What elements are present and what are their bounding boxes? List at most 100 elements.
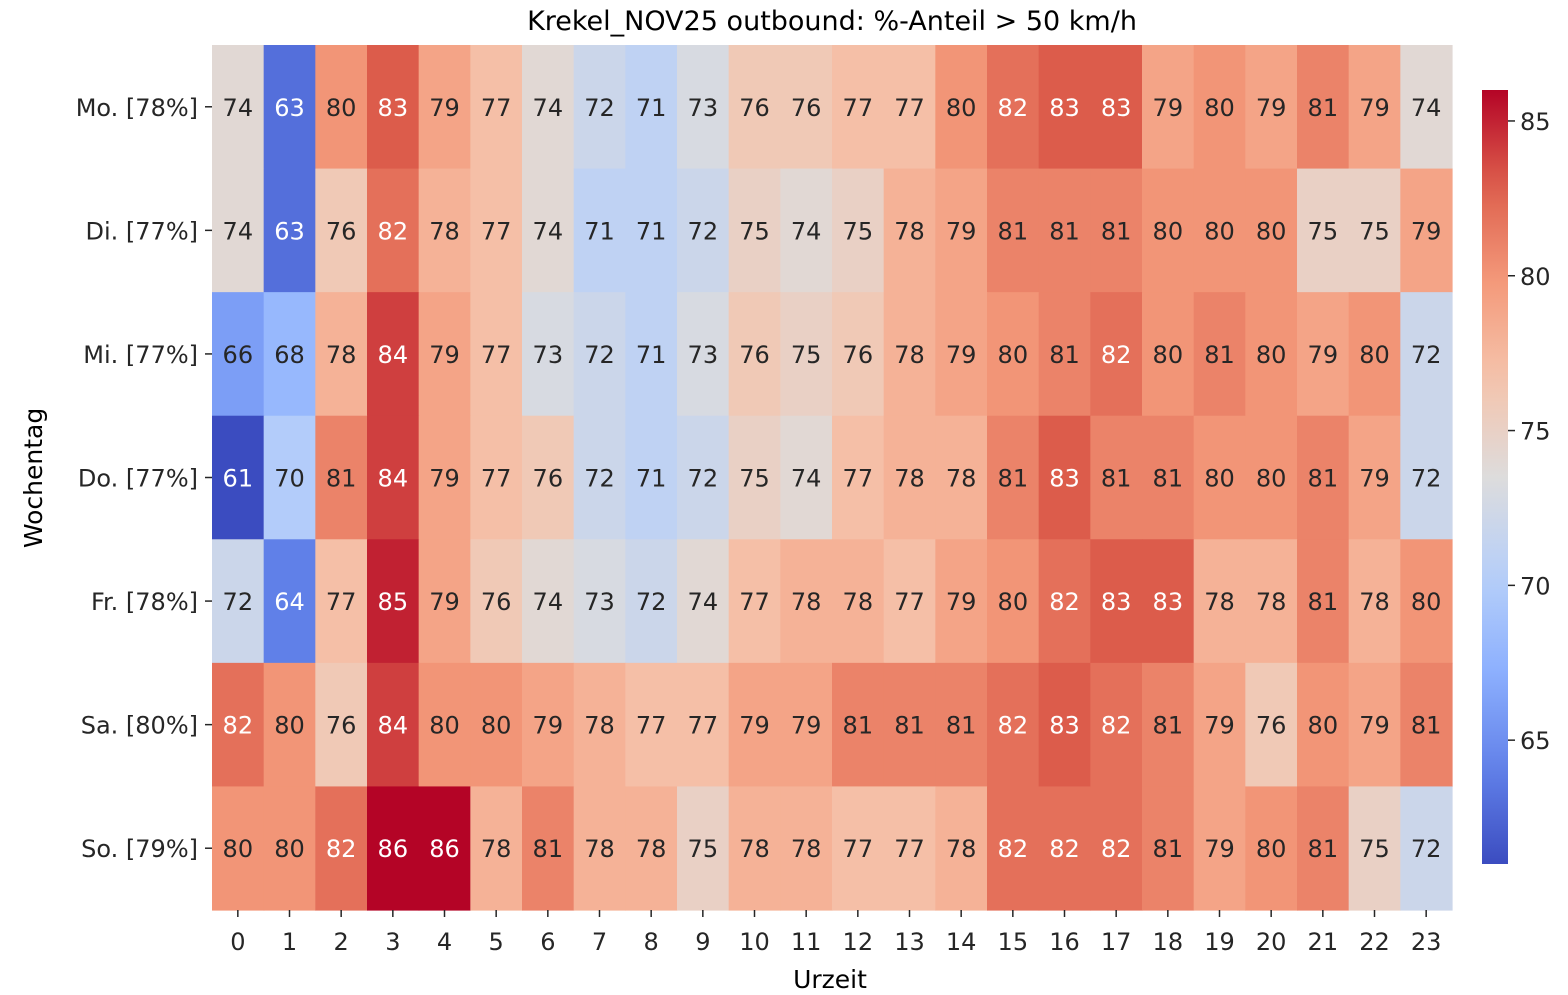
- heatmap-cell: [315, 786, 368, 911]
- cell-value-label: 79: [1256, 94, 1287, 122]
- cell-value-label: 70: [274, 465, 305, 493]
- cell-value-label: 80: [429, 712, 460, 740]
- heatmap-cell: [522, 45, 575, 170]
- heatmap-cell: [1245, 292, 1298, 417]
- x-tick-label: 6: [540, 928, 555, 956]
- heatmap-cell: [883, 539, 936, 664]
- heatmap-cell: [1400, 539, 1453, 664]
- heatmap-cell: [1142, 786, 1195, 911]
- heatmap-cell: [935, 662, 988, 788]
- cell-value-label: 75: [1359, 835, 1390, 863]
- heatmap-cell: [1090, 292, 1143, 417]
- heatmap-cell: [470, 415, 523, 540]
- heatmap-cell: [1193, 45, 1246, 170]
- heatmap-cell: [780, 786, 833, 911]
- x-tick-label: 15: [998, 928, 1029, 956]
- cell-value-label: 78: [429, 217, 460, 245]
- heatmap-cell: [780, 168, 833, 293]
- heatmap-cell: [1297, 662, 1350, 788]
- heatmap-cell: [263, 292, 316, 417]
- cell-value-label: 73: [533, 341, 564, 369]
- cell-value-label: 68: [274, 341, 305, 369]
- heatmap-cell: [1400, 662, 1453, 788]
- cell-value-label: 72: [1411, 835, 1442, 863]
- cell-value-label: 85: [378, 588, 409, 616]
- colorbar-tick-label: 75: [1520, 418, 1551, 446]
- cell-value-label: 80: [1204, 217, 1235, 245]
- cell-value-label: 81: [843, 712, 874, 740]
- cell-value-label: 78: [946, 835, 977, 863]
- cell-value-label: 81: [1411, 712, 1442, 740]
- cell-value-label: 83: [1101, 94, 1132, 122]
- heatmap-cell: [832, 415, 885, 540]
- heatmap-cell: [522, 786, 575, 911]
- cell-value-label: 75: [791, 341, 822, 369]
- heatmap-cell: [263, 415, 316, 540]
- cell-value-label: 80: [946, 94, 977, 122]
- heatmap-cell: [212, 45, 265, 170]
- cell-value-label: 83: [1049, 94, 1080, 122]
- heatmap-cell: [677, 45, 730, 170]
- heatmap-cell: [470, 292, 523, 417]
- heatmap-cell: [315, 539, 368, 664]
- heatmap-cell: [883, 45, 936, 170]
- cell-value-label: 77: [843, 465, 874, 493]
- heatmap-cell: [470, 45, 523, 170]
- heatmap-cell: [1193, 415, 1246, 540]
- cell-value-label: 79: [429, 465, 460, 493]
- heatmap-cell: [780, 662, 833, 788]
- x-tick-label: 12: [843, 928, 874, 956]
- y-axis-label: Wochentag: [19, 408, 48, 548]
- cell-value-label: 81: [1153, 835, 1184, 863]
- heatmap-cell: [935, 539, 988, 664]
- x-tick-label: 11: [791, 928, 822, 956]
- cell-value-label: 82: [1049, 588, 1080, 616]
- heatmap-cell: [367, 662, 420, 788]
- heatmap-cell: [1348, 662, 1401, 788]
- cell-value-label: 72: [1411, 465, 1442, 493]
- cell-value-label: 79: [1153, 94, 1184, 122]
- cell-value-label: 83: [378, 94, 409, 122]
- cell-value-label: 79: [946, 341, 977, 369]
- heatmap-cell: [1400, 45, 1453, 170]
- cell-value-label: 74: [688, 588, 719, 616]
- x-tick-label: 13: [894, 928, 925, 956]
- cell-value-label: 80: [1204, 465, 1235, 493]
- cell-value-label: 72: [584, 94, 615, 122]
- heatmap-cell: [522, 415, 575, 540]
- cell-value-label: 78: [1256, 588, 1287, 616]
- cell-value-label: 64: [274, 588, 305, 616]
- cell-value-label: 66: [223, 341, 254, 369]
- heatmap-cell: [832, 786, 885, 911]
- cell-value-label: 80: [223, 835, 254, 863]
- cell-value-label: 74: [791, 217, 822, 245]
- cell-value-label: 72: [584, 465, 615, 493]
- heatmap-cell: [987, 662, 1040, 788]
- cell-value-label: 79: [1204, 835, 1235, 863]
- cell-value-label: 77: [326, 588, 357, 616]
- heatmap-cell: [883, 786, 936, 911]
- cell-value-label: 86: [429, 835, 460, 863]
- cell-value-label: 81: [894, 712, 925, 740]
- heatmap-cell: [728, 662, 781, 788]
- heatmap-cell: [418, 786, 471, 911]
- heatmap-cell: [1038, 662, 1091, 788]
- heatmap-cell: [728, 292, 781, 417]
- heatmap-cell: [883, 662, 936, 788]
- heatmap-cell: [367, 168, 420, 293]
- heatmap-cell: [883, 168, 936, 293]
- heatmap-cell: [315, 662, 368, 788]
- heatmap-cell: [1297, 45, 1350, 170]
- cell-value-label: 77: [843, 94, 874, 122]
- x-tick-label: 16: [1049, 928, 1080, 956]
- cell-value-label: 83: [1101, 588, 1132, 616]
- cell-value-label: 81: [1308, 835, 1339, 863]
- cell-value-label: 71: [636, 465, 667, 493]
- heatmap-cell: [625, 662, 678, 788]
- cell-value-label: 81: [1153, 712, 1184, 740]
- heatmap-cell: [1245, 168, 1298, 293]
- cell-value-label: 80: [1256, 341, 1287, 369]
- x-tick-label: 1: [282, 928, 297, 956]
- heatmap-cell: [1142, 539, 1195, 664]
- cell-value-label: 80: [998, 341, 1029, 369]
